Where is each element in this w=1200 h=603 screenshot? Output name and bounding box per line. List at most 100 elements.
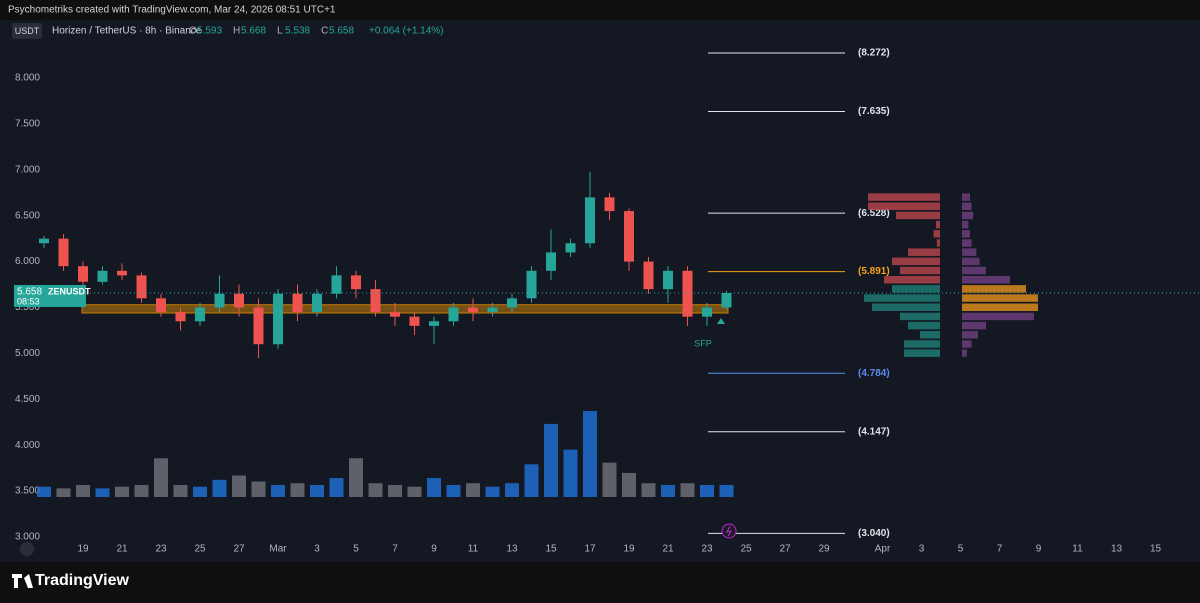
volume-bar [95,488,110,497]
candle-body [195,307,205,322]
x-tick-label: 23 [155,544,167,555]
profile-left [908,248,940,256]
profile-right [962,202,972,211]
profile-left [884,275,940,284]
candle-body [370,289,381,313]
x-tick-label: 21 [662,544,674,555]
candle-body [663,270,673,290]
profile-left [868,193,940,201]
sfp-arrow [717,318,725,324]
volume-bar [680,483,695,497]
event-bolt [726,525,733,537]
level-label: (7.635) [858,106,890,117]
ohlc-label: H [233,26,240,37]
volume-bar [446,484,461,497]
profile-left [904,349,940,357]
candle-body [448,307,459,322]
candle-body [312,293,322,313]
x-tick-label: 11 [468,544,479,555]
profile-right [962,248,977,256]
profile-left [904,340,940,348]
candle-body [78,266,88,282]
ohlc: O 5.593 H 5.668 L 5.538 C 5.658 +0.064 (+1.14%) [189,26,444,37]
volume-bar [37,486,51,497]
ohlc-value: 5.593 [197,26,222,37]
level-label: (3.040) [858,528,890,539]
level-label: (8.272) [858,48,890,59]
x-tick-label: 15 [545,544,557,555]
candle-body [234,293,244,308]
x-tick-label: 9 [431,544,437,555]
candle-body [643,261,654,290]
candle-body [331,275,342,294]
candle-body [468,307,478,313]
profile-left [864,294,940,302]
ohlc-value: 5.538 [285,26,310,37]
profile-right [962,294,1038,302]
profile-left [936,239,940,247]
volume-bar [251,481,266,497]
x-tick-label: 27 [779,544,791,555]
candle-body [526,270,537,299]
y-tick-label: 6.500 [15,210,40,221]
candle-body [253,307,264,345]
candle-body [604,197,615,212]
profile-left [900,266,940,275]
y-tick-label: 4.500 [15,394,40,405]
volume-bar [154,458,168,497]
y-tick-label: 6.000 [15,256,40,267]
volume-bar [232,475,246,497]
x-tick-label: 21 [116,544,128,555]
profile-right [962,303,1038,311]
candle-body [156,298,166,313]
candle-body [390,312,400,317]
x-tick-label: 5 [958,544,964,555]
y-tick-label: 3.000 [15,532,40,543]
volume-bar [407,486,422,497]
ohlc-value: 5.658 [329,26,354,37]
volume-bar [76,484,90,497]
x-tick-label: 27 [233,544,245,555]
profile-right [962,239,972,247]
volume-bar [700,484,714,497]
volume-bar [485,486,500,497]
volume-bar [271,484,285,497]
profile-right [962,266,986,275]
candle-body [409,316,420,326]
profile-left [892,257,940,266]
volume-bar [544,423,558,497]
candle-body [273,293,283,345]
volume-bar [524,464,539,497]
currency[interactable]: USDT [15,26,40,36]
candle-body [585,197,595,244]
x-tick-label: 13 [506,544,518,555]
volume-bar [173,484,188,497]
volume-bar [563,449,578,497]
x-tick-label: 3 [919,544,925,555]
x-tick-label: Apr [875,544,891,555]
profile-right [962,193,970,201]
price-tag-countdown: 08:53 [17,296,40,306]
profile-right [962,211,974,220]
profile-left [892,285,940,293]
profile-right [962,321,986,330]
volume-bar [56,488,71,497]
y-tick-label: 5.500 [15,302,40,313]
volume-bar [719,484,734,497]
x-tick-label: 15 [1150,544,1162,555]
x-tick-label: 17 [584,544,596,555]
currency-box[interactable] [12,23,42,39]
profile-right [962,285,1026,293]
ohlc-label: C [321,26,328,37]
candle-body [351,275,361,290]
profile-left [933,230,940,238]
volume-bar [583,411,597,497]
profile-right [962,230,970,238]
zoom-button[interactable] [20,542,34,556]
volume-bar [602,462,617,497]
level-label: (4.147) [858,426,890,437]
volume-bar [368,483,383,497]
candle-body [175,312,186,322]
candle-body [546,252,556,271]
